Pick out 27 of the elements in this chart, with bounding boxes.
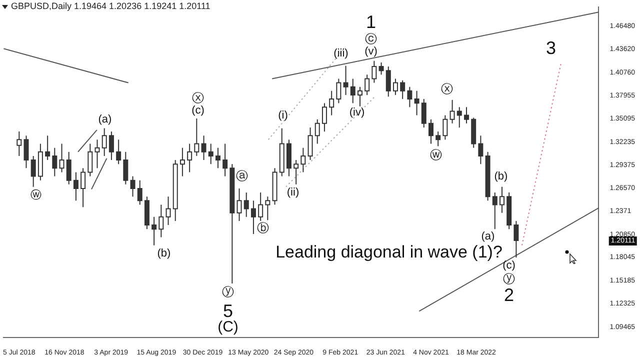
annotation: (iii) [334, 48, 348, 60]
annotation: ⓒ [365, 32, 377, 46]
annotation: ⓨ [222, 285, 234, 299]
annotation: ⓧ [192, 91, 204, 105]
annotation: (i) [278, 110, 288, 122]
annotation: ⓦ [430, 148, 442, 162]
annotation: (v) [364, 46, 378, 58]
annotation: 3 [546, 38, 556, 58]
annotation: ⓦ [30, 190, 42, 202]
chart-title: GBPUSD,Daily 1.19464 1.20236 1.19241 1.20111 [11, 1, 210, 11]
annotation: ⓧ [441, 82, 453, 96]
annotation: (a) [98, 114, 112, 126]
annotation: Leading diagonal in wave (1)? [276, 242, 502, 262]
annotation: (iv) [349, 106, 365, 118]
annotation: ⓑ [257, 221, 269, 235]
annotation: (b) [494, 170, 508, 182]
annotation: (ii) [286, 186, 300, 198]
annotation: (c) [502, 260, 516, 272]
annotation: ⓐ [236, 169, 248, 183]
annotation: 5 [223, 301, 233, 321]
annotation: (C) [218, 318, 238, 336]
annotation: (b) [157, 248, 171, 260]
annotation: ⓨ [503, 272, 515, 286]
annotation: (a) [481, 230, 495, 242]
annotation: 1 [366, 12, 376, 32]
annotation: (c) [192, 104, 204, 116]
annotation: 2 [504, 285, 514, 305]
